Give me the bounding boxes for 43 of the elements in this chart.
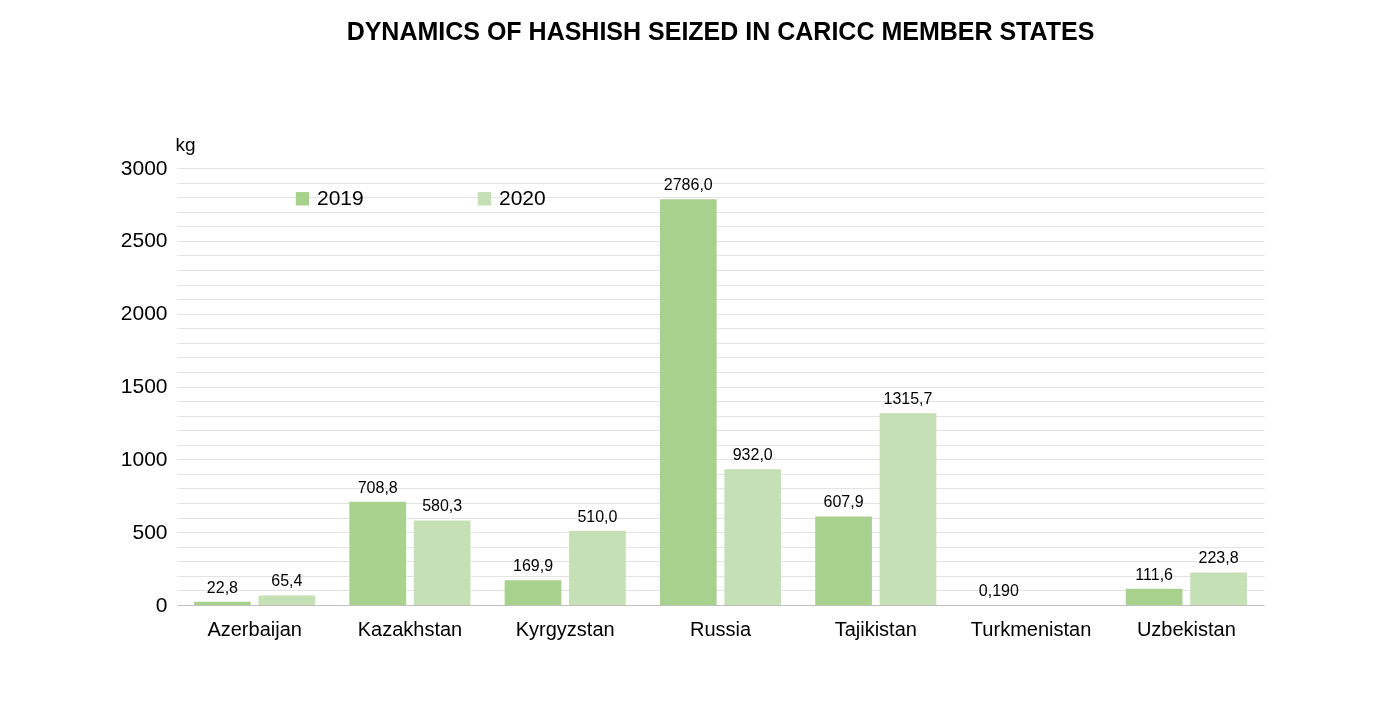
bar (879, 413, 937, 605)
data-label: 65,4 (271, 572, 303, 590)
data-label: 1315,7 (883, 390, 933, 408)
y-tick-label: 500 (132, 519, 168, 543)
x-tick-label: Uzbekistan (1136, 617, 1236, 640)
x-tick-label: Russia (689, 617, 752, 640)
x-tick-label: Turkmenistan (970, 617, 1092, 640)
data-label: 708,8 (357, 478, 398, 496)
y-tick-label: 3000 (120, 155, 168, 179)
data-label: 510,0 (577, 507, 618, 525)
bar (659, 199, 717, 605)
bar (258, 595, 316, 605)
data-label: 932,0 (732, 446, 773, 464)
x-tick-label: Kazakhstan (357, 617, 463, 640)
bar (504, 580, 562, 605)
y-tick-label: 1000 (120, 446, 168, 470)
y-axis-title: kg (175, 133, 196, 155)
bar (349, 501, 407, 605)
legend-label: 2019 (317, 185, 364, 209)
bar (724, 469, 782, 605)
data-label: 607,9 (823, 493, 864, 511)
bar (815, 516, 872, 605)
data-label: 22,8 (206, 578, 239, 596)
bar (413, 520, 471, 605)
bar (569, 530, 626, 605)
x-tick-label: Kyrgyzstan (515, 617, 615, 640)
legend-label: 2020 (499, 185, 546, 209)
x-tick-label: Tajikistan (834, 617, 917, 640)
data-label: 223,8 (1198, 549, 1239, 567)
data-label: 2786,0 (663, 176, 713, 194)
data-label: 169,9 (512, 557, 554, 575)
data-label: 580,3 (422, 497, 463, 515)
y-tick-label: 1500 (120, 374, 168, 397)
y-tick-label: 0 (155, 592, 168, 616)
bar (194, 601, 251, 605)
bar (1125, 588, 1183, 605)
y-tick-label: 2500 (120, 228, 168, 252)
data-label: 0,190 (978, 581, 1019, 599)
chart-title: DYNAMICS OF HASHISH SEIZED IN CARICC MEMBER STATES (346, 17, 1095, 45)
data-label: 111,6 (1135, 565, 1174, 583)
x-tick-label: Azerbaijan (207, 617, 302, 640)
y-tick-label: 2000 (120, 301, 168, 325)
bar (1190, 572, 1247, 605)
